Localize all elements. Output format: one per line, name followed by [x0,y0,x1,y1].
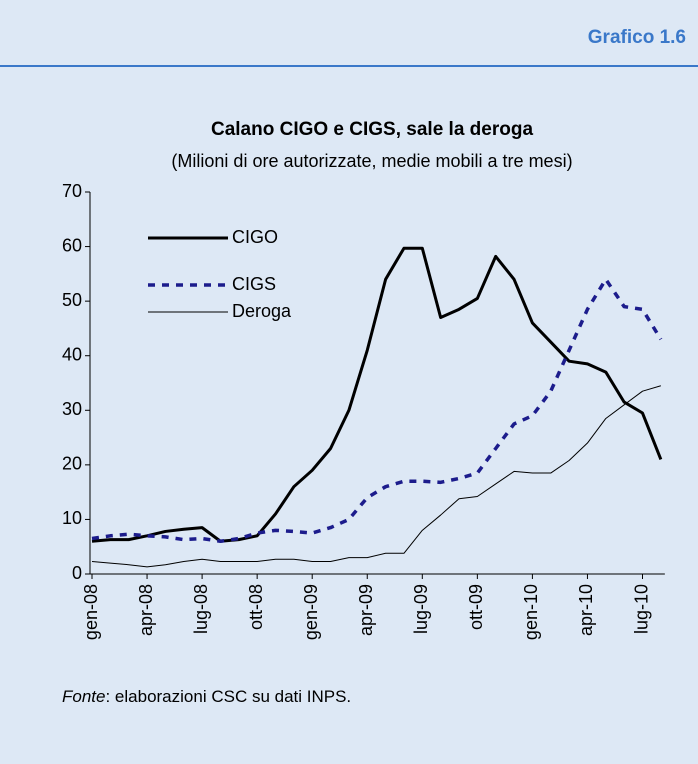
x-tick-label: ott-08 [246,584,266,630]
y-tick-label: 30 [62,399,82,419]
header: Grafico 1.6 [588,27,686,48]
x-tick-label: lug-09 [411,584,431,634]
y-tick-label: 60 [62,235,82,255]
x-tick-label: ott-09 [466,584,486,630]
series-line [91,277,663,544]
source-text: : elaborazioni CSC su dati INPS. [105,687,351,706]
y-tick-label: 50 [62,290,82,310]
chart-subtitle: (Milioni di ore autorizzate, medie mobil… [171,151,572,171]
series-line [91,246,663,543]
x-tick-label: lug-08 [191,584,211,634]
y-tick-label: 10 [62,508,82,528]
y-tick-label: 0 [72,563,82,583]
source-label: Fonte [62,687,105,706]
legend-label: CIGO [232,227,278,247]
series-line [91,385,661,568]
y-tick-label: 20 [62,454,82,474]
x-tick-label: apr-10 [576,584,596,636]
source: Fonte: elaborazioni CSC su dati INPS. [62,687,351,706]
y-tick-label: 40 [62,344,82,364]
x-tick-label: apr-09 [356,584,376,636]
x-tick-label: lug-10 [631,584,651,634]
legend-label: Deroga [232,301,292,321]
x-tick-label: gen-08 [81,584,101,640]
y-tick-label: 70 [62,181,82,201]
x-tick-label: gen-09 [301,584,321,640]
legend-label: CIGS [232,274,276,294]
x-tick-label: gen-10 [521,584,541,640]
x-tick-label: apr-08 [136,584,156,636]
chart-title: Calano CIGO e CIGS, sale la deroga [211,119,533,140]
